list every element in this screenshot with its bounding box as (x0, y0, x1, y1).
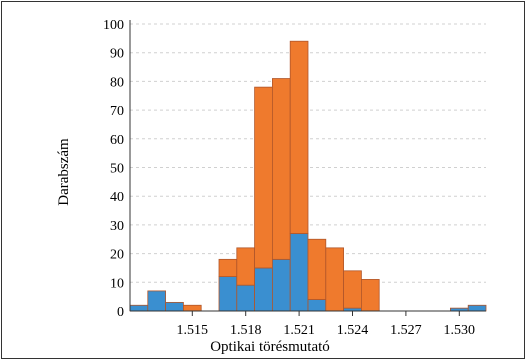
bar-series-2 (271, 78, 291, 260)
x-tick-label: 1.524 (337, 323, 369, 338)
bar-series-1 (165, 301, 184, 312)
bar-series-1 (289, 233, 309, 312)
bar-series-2 (360, 279, 380, 312)
y-tick-label: 20 (110, 248, 124, 263)
chart-frame: 0 10 20 30 40 50 60 70 80 90 100 1.515 1.518 1.521 1.… (1, 1, 525, 359)
bar-series-2 (254, 86, 273, 269)
bar-series-1 (307, 299, 327, 312)
bar-series-1 (271, 258, 291, 312)
bars (129, 40, 487, 312)
y-tick-label: 60 (110, 133, 124, 148)
y-tick-label: 80 (110, 75, 124, 90)
y-tick-label: 100 (103, 18, 124, 33)
y-tick-label: 40 (110, 190, 124, 205)
bar-series-1 (147, 290, 167, 312)
y-tick-label: 30 (110, 219, 124, 234)
bar-series-2 (289, 40, 309, 234)
y-tick-label: 70 (110, 104, 124, 119)
axes (129, 20, 486, 316)
bar-series-2 (236, 247, 256, 286)
bar-series-2 (182, 304, 202, 312)
bar-series-1 (467, 304, 487, 312)
y-tick-label: 50 (110, 162, 124, 177)
bar-series-2 (343, 270, 362, 309)
x-tick-label: 1.527 (390, 323, 422, 338)
x-tick-label: 1.530 (444, 323, 476, 338)
y-tick-labels: 0 10 20 30 40 50 60 70 80 90 100 (103, 18, 124, 320)
bar-series-2 (325, 247, 344, 312)
y-tick-label: 90 (110, 47, 124, 62)
x-tick-labels: 1.515 1.518 1.521 1.524 1.527 1.530 (177, 323, 476, 338)
bar-series-2 (218, 258, 238, 277)
bar-series-1 (218, 276, 238, 312)
y-tick-label: 10 (110, 276, 124, 291)
x-tick-label: 1.518 (230, 323, 262, 338)
bar-series-1 (129, 304, 149, 312)
y-tick-label: 0 (117, 305, 124, 320)
bar-series-1 (254, 267, 273, 312)
bar-series-2 (307, 238, 327, 300)
x-tick-label: 1.521 (283, 323, 315, 338)
gridlines (130, 23, 486, 283)
x-tick-label: 1.515 (177, 323, 209, 338)
x-axis-label: Optikai törésmutató (210, 339, 330, 355)
bar-series-1 (236, 284, 256, 312)
y-axis-label: Darabszám (56, 138, 72, 206)
